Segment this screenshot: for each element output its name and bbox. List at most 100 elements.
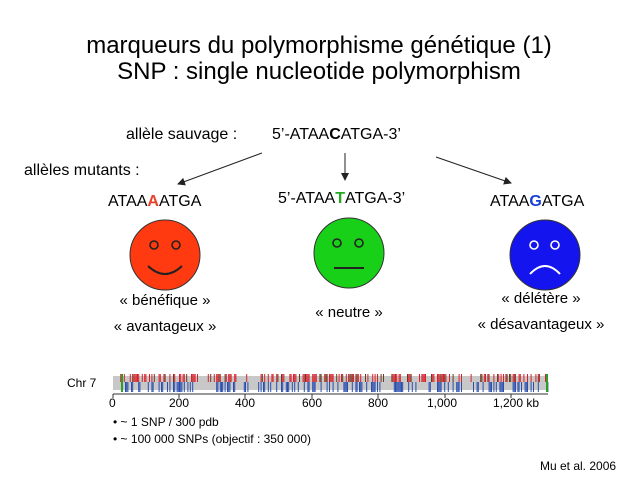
snp-mark <box>194 374 196 382</box>
bullet-1-text: ~ 1 SNP / 300 pdb <box>120 415 219 429</box>
snp-mark <box>193 374 195 382</box>
snp-mark <box>365 374 366 382</box>
snp-mark <box>179 374 180 382</box>
snp-mark <box>499 382 501 392</box>
snp-mark <box>158 382 160 392</box>
snp-mark <box>512 374 514 382</box>
snp-mark <box>408 374 410 382</box>
snp-mark <box>308 374 310 382</box>
snp-mark <box>527 382 528 392</box>
snp-mark <box>350 374 352 382</box>
deleterious-line-2: « désavantageux » <box>477 316 605 333</box>
snp-mark <box>129 374 131 382</box>
snp-mark <box>383 374 384 382</box>
snp-mark <box>283 374 285 382</box>
snp-mark <box>372 374 374 382</box>
snp-mark <box>374 374 376 382</box>
snp-mark <box>181 382 183 392</box>
snp-mark <box>180 382 182 392</box>
snp-mark <box>216 374 218 382</box>
snp-mark <box>277 374 279 382</box>
snp-mark <box>314 374 316 382</box>
snp-mark <box>361 382 363 392</box>
snp-mark <box>537 382 539 392</box>
snp-mark <box>152 382 154 392</box>
snp-mark <box>345 382 347 392</box>
snp-mark <box>192 382 194 392</box>
tick-label-200: 200 <box>169 396 190 410</box>
snp-mark <box>379 382 381 392</box>
snp-mark <box>264 374 266 382</box>
snp-mark <box>289 374 291 382</box>
snp-mark <box>145 374 147 382</box>
snp-mark <box>288 382 290 392</box>
snp-mark <box>399 382 401 392</box>
snp-mark <box>489 382 491 392</box>
snp-mark <box>312 382 314 392</box>
snp-mark <box>282 382 284 392</box>
snp-mark <box>342 374 344 382</box>
snp-mark <box>189 382 191 392</box>
snp-mark <box>396 382 398 392</box>
snp-mark <box>179 382 180 392</box>
snp-mark <box>428 382 430 392</box>
snp-mark <box>260 374 262 382</box>
snp-mark <box>415 382 417 392</box>
snp-mark <box>537 374 539 382</box>
snp-mark <box>314 382 316 392</box>
mutant-0-base: A <box>147 193 159 210</box>
snp-mark <box>192 374 194 382</box>
snp-mark <box>229 374 231 382</box>
snp-mark <box>219 382 221 392</box>
snp-mark <box>267 382 269 392</box>
snp-mark <box>332 374 334 382</box>
snp-mark <box>338 374 340 382</box>
snp-mark <box>515 374 516 382</box>
snp-mark <box>183 374 185 382</box>
snp-mark <box>438 374 440 382</box>
snp-mark <box>313 374 315 382</box>
wild-type-label: allèle sauvage : <box>126 126 238 143</box>
snp-mark <box>510 374 512 382</box>
snp-mark <box>501 382 503 392</box>
arrow-to-deleterious <box>435 156 512 185</box>
snp-mark <box>395 374 396 382</box>
snp-mark <box>345 374 347 382</box>
snp-mark <box>174 374 176 382</box>
snp-mark <box>276 374 278 382</box>
snp-mark <box>493 374 495 382</box>
snp-mark <box>423 374 425 382</box>
snp-mark <box>229 382 231 392</box>
snp-mark <box>398 374 400 382</box>
snp-mark <box>441 374 443 382</box>
snp-mark <box>177 382 179 392</box>
snp-mark <box>473 382 474 392</box>
snp-mark <box>173 374 174 382</box>
snp-mark <box>307 374 309 382</box>
chromosome-track <box>112 374 549 398</box>
snp-mark <box>402 382 404 392</box>
snp-mark <box>222 382 224 392</box>
snp-mark <box>497 374 498 382</box>
tick-label-0: 0 <box>109 396 116 410</box>
snp-mark <box>351 382 353 392</box>
snp-mark <box>498 374 500 382</box>
snp-mark <box>295 374 297 382</box>
snp-mark <box>227 382 228 392</box>
snp-mark <box>163 374 165 382</box>
snp-mark <box>228 382 230 392</box>
deleterious-line-1: « délétère » <box>501 290 581 307</box>
snp-mark <box>187 382 189 392</box>
snp-mark <box>246 374 248 382</box>
snp-mark <box>332 382 334 392</box>
snp-mark <box>224 374 226 382</box>
smiley-face-icon <box>129 219 201 291</box>
snp-mark <box>410 374 412 382</box>
neutral-face-circle <box>313 217 385 289</box>
snp-mark <box>123 374 125 382</box>
snp-mark <box>305 374 306 382</box>
title-line-1: marqueurs du polymorphisme génétique (1) <box>86 32 552 59</box>
snp-mark <box>218 374 220 382</box>
snp-mark <box>485 374 486 382</box>
snp-mark <box>372 382 374 392</box>
